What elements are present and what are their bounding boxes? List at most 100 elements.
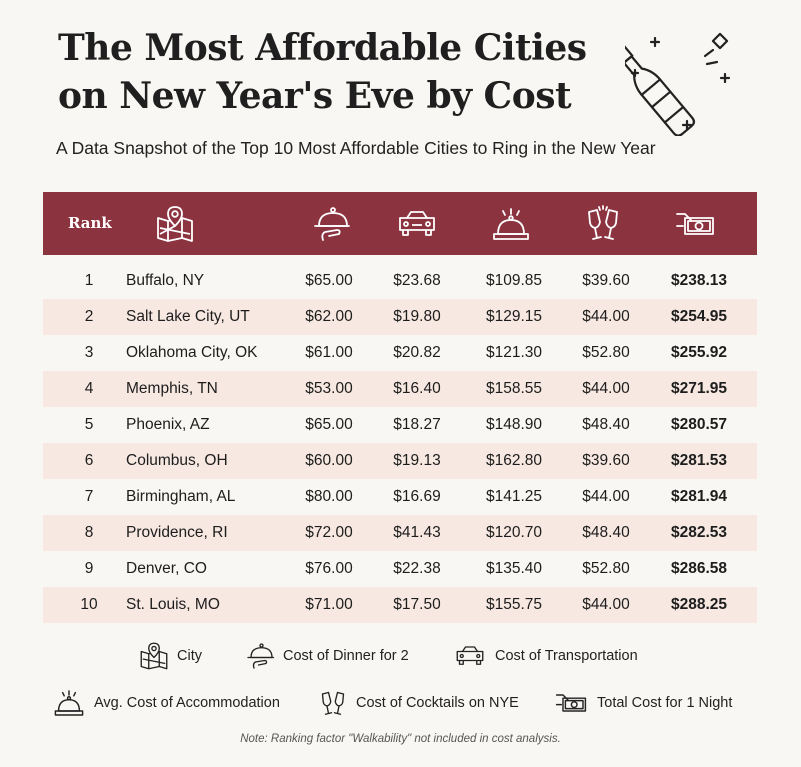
table-row: 9 Denver, CO $76.00 $22.38 $135.40 $52.80 $286… xyxy=(43,551,757,587)
city-cell: St. Louis, MO xyxy=(126,596,220,613)
table-row: 1 Buffalo, NY $65.00 $23.68 $109.85 $39.60 $23… xyxy=(43,263,757,299)
transport-cost-cell: $22.38 xyxy=(393,560,441,577)
dinner-cost-cell: $71.00 xyxy=(305,596,353,613)
table-row: 6 Columbus, OH $60.00 $19.13 $162.80 $39.60 $2… xyxy=(43,443,757,479)
legend-city-label: City xyxy=(177,648,202,664)
table-row: 5 Phoenix, AZ $65.00 $18.27 $148.90 $48.40 $28… xyxy=(43,407,757,443)
cocktails-cost-cell: $52.80 xyxy=(582,344,630,361)
table-row: 7 Birmingham, AL $80.00 $16.69 $141.25 $44.00… xyxy=(43,479,757,515)
transport-cost-cell: $17.50 xyxy=(393,596,441,613)
accommodation-cost-cell: $148.90 xyxy=(485,416,543,433)
dinner-cost-cell: $62.00 xyxy=(305,308,353,325)
map-icon xyxy=(157,206,193,242)
dinner-cost-cell: $65.00 xyxy=(305,272,353,289)
rank-cell: 5 xyxy=(84,416,94,433)
rank-cell: 6 xyxy=(84,452,94,469)
total-cost-cell: $238.13 xyxy=(670,272,728,289)
rank-cell: 8 xyxy=(84,524,94,541)
total-cost-cell: $288.25 xyxy=(670,596,728,613)
total-cost-cell: $282.53 xyxy=(670,524,728,541)
transport-cost-cell: $19.13 xyxy=(393,452,441,469)
table-header: Rank xyxy=(43,192,757,255)
cocktails-cost-cell: $44.00 xyxy=(582,308,630,325)
total-cost-cell: $255.92 xyxy=(670,344,728,361)
legend-dinner-label: Cost of Dinner for 2 xyxy=(283,648,409,664)
dinner-cost-cell: $76.00 xyxy=(305,560,353,577)
cocktails-cost-cell: $52.80 xyxy=(582,560,630,577)
transport-cost-cell: $20.82 xyxy=(393,344,441,361)
cocktails-cost-cell: $39.60 xyxy=(582,452,630,469)
transport-cost-cell: $19.80 xyxy=(393,308,441,325)
dinner-cost-cell: $80.00 xyxy=(305,488,353,505)
accommodation-cost-cell: $158.55 xyxy=(485,380,543,397)
accommodation-cost-cell: $129.15 xyxy=(485,308,543,325)
champagne-glasses-icon xyxy=(588,205,618,240)
cocktails-cost-cell: $44.00 xyxy=(582,596,630,613)
transport-cost-cell: $23.68 xyxy=(393,272,441,289)
accommodation-cost-cell: $141.25 xyxy=(485,488,543,505)
rank-cell: 3 xyxy=(84,344,94,361)
champagne-bottle-icon xyxy=(625,32,731,136)
dinner-cost-cell: $65.00 xyxy=(305,416,353,433)
rank-cell: 1 xyxy=(84,272,94,289)
city-cell: Buffalo, NY xyxy=(126,272,205,289)
service-bell-icon xyxy=(493,208,529,240)
transport-cost-cell: $18.27 xyxy=(393,416,441,433)
legend-transport-label: Cost of Transportation xyxy=(495,648,638,664)
table-body: 1 Buffalo, NY $65.00 $23.68 $109.85 $39.60 $23… xyxy=(43,263,757,623)
dinner-cost-cell: $53.00 xyxy=(305,380,353,397)
cocktails-cost-cell: $44.00 xyxy=(582,488,630,505)
legend-cocktails-label: Cost of Cocktails on NYE xyxy=(356,695,519,711)
dinner-cloche-icon xyxy=(247,643,275,669)
table-row: 2 Salt Lake City, UT $62.00 $19.80 $129.15 $4… xyxy=(43,299,757,335)
dinner-cost-cell: $61.00 xyxy=(305,344,353,361)
table-row: 3 Oklahoma City, OK $61.00 $20.82 $121.30 $52… xyxy=(43,335,757,371)
legend-total-label: Total Cost for 1 Night xyxy=(597,695,733,711)
rank-cell: 7 xyxy=(84,488,94,505)
money-icon xyxy=(676,213,714,235)
city-cell: Denver, CO xyxy=(126,560,207,577)
table-row: 8 Providence, RI $72.00 $41.43 $120.70 $48.40… xyxy=(43,515,757,551)
city-cell: Memphis, TN xyxy=(126,380,218,397)
car-icon xyxy=(456,646,484,665)
table-row: 4 Memphis, TN $53.00 $16.40 $158.55 $44.00 $27… xyxy=(43,371,757,407)
car-icon xyxy=(399,211,435,236)
city-cell: Providence, RI xyxy=(126,524,228,541)
transport-cost-cell: $41.43 xyxy=(393,524,441,541)
city-cell: Phoenix, AZ xyxy=(126,416,210,433)
accommodation-cost-cell: $155.75 xyxy=(485,596,543,613)
money-icon xyxy=(555,694,587,712)
city-cell: Columbus, OH xyxy=(126,452,228,469)
accommodation-cost-cell: $162.80 xyxy=(485,452,543,469)
rank-cell: 10 xyxy=(80,596,98,613)
cocktails-cost-cell: $48.40 xyxy=(582,524,630,541)
dinner-cost-cell: $60.00 xyxy=(305,452,353,469)
footnote: Note: Ranking factor "Walkability" not i… xyxy=(240,733,561,745)
city-cell: Oklahoma City, OK xyxy=(126,344,258,361)
service-bell-icon xyxy=(54,690,84,716)
rank-cell: 4 xyxy=(84,380,94,397)
total-cost-cell: $281.94 xyxy=(670,488,728,505)
city-cell: Salt Lake City, UT xyxy=(126,308,250,325)
rank-cell: 9 xyxy=(84,560,94,577)
legend-total: Total Cost for 1 Night xyxy=(553,687,732,719)
total-cost-cell: $286.58 xyxy=(670,560,728,577)
legend-dinner: Cost of Dinner for 2 xyxy=(245,641,409,671)
accommodation-cost-cell: $135.40 xyxy=(485,560,543,577)
total-cost-cell: $281.53 xyxy=(670,452,728,469)
cocktails-cost-cell: $48.40 xyxy=(582,416,630,433)
champagne-glasses-icon xyxy=(321,691,345,715)
transport-cost-cell: $16.40 xyxy=(393,380,441,397)
accommodation-cost-cell: $121.30 xyxy=(485,344,543,361)
total-cost-cell: $280.57 xyxy=(670,416,728,433)
page-subtitle: A Data Snapshot of the Top 10 Most Affor… xyxy=(56,138,656,158)
total-cost-cell: $271.95 xyxy=(670,380,728,397)
legend-city: City xyxy=(139,641,202,671)
map-icon xyxy=(140,642,168,670)
table-row: 10 St. Louis, MO $71.00 $17.50 $155.75 $44.00… xyxy=(43,587,757,623)
legend-accommodation-label: Avg. Cost of Accommodation xyxy=(94,695,280,711)
cost-table: Rank xyxy=(43,192,757,623)
dinner-cloche-icon xyxy=(314,207,350,241)
dinner-cost-cell: $72.00 xyxy=(305,524,353,541)
cocktails-cost-cell: $39.60 xyxy=(582,272,630,289)
